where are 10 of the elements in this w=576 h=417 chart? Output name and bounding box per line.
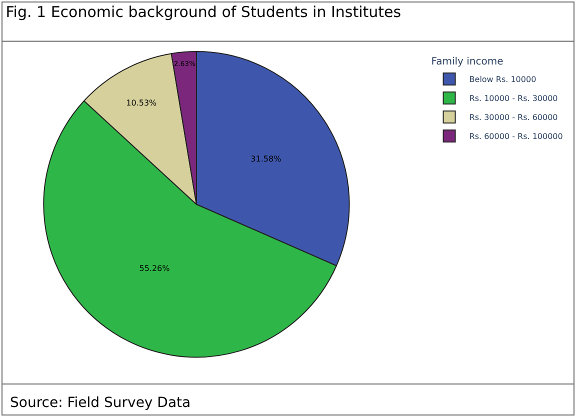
legend-title: Family income bbox=[431, 56, 504, 68]
legend-label: Below Rs. 10000 bbox=[469, 75, 536, 84]
source-note: Source: Field Survey Data bbox=[10, 395, 191, 411]
chart-title: Fig. 1 Economic background of Students in Institutes bbox=[6, 2, 402, 21]
data-label: 10.53% bbox=[126, 98, 158, 108]
data-label: 31.58% bbox=[250, 154, 282, 164]
legend-label: Rs. 30000 - Rs. 60000 bbox=[469, 113, 558, 122]
legend-label: Rs. 10000 - Rs. 30000 bbox=[469, 94, 558, 104]
data-label: 55.26% bbox=[139, 264, 170, 273]
legend-label: Rs. 60000 - Rs. 100000 bbox=[469, 132, 563, 142]
